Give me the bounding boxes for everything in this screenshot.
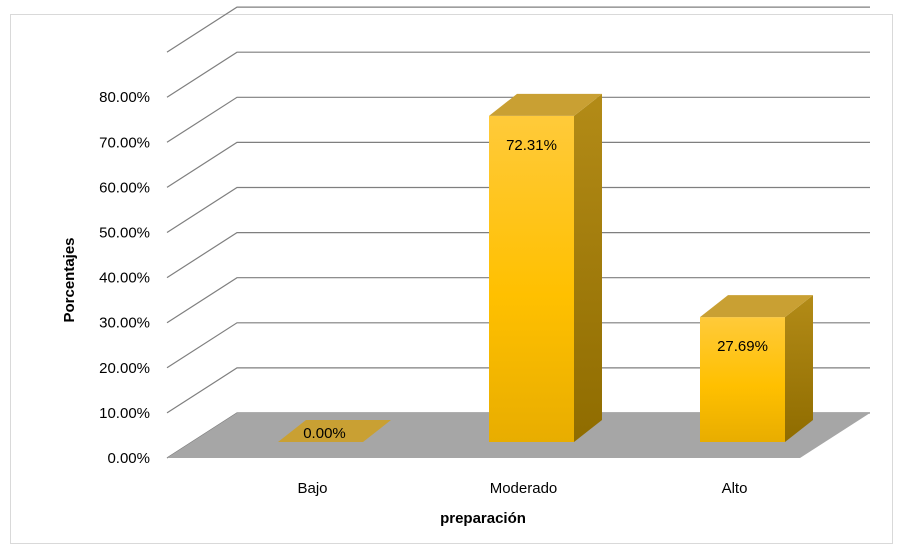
x-category-label: Alto bbox=[722, 480, 748, 497]
y-tick-label: 30.00% bbox=[99, 315, 150, 332]
y-axis-title: Porcentajes bbox=[61, 237, 78, 322]
gridline bbox=[166, 186, 870, 234]
gridline bbox=[166, 51, 870, 98]
y-axis-ticks: 0.00% 10.00% 20.00% 30.00% 40.00% 50.00% 60.00… bbox=[99, 89, 150, 467]
gridline bbox=[166, 232, 870, 279]
y-tick-label: 10.00% bbox=[99, 405, 150, 422]
gridline bbox=[166, 277, 870, 324]
y-tick-label: 70.00% bbox=[99, 134, 150, 151]
data-label: 0.00% bbox=[303, 425, 346, 442]
gridline bbox=[166, 322, 870, 369]
x-axis-categories: Bajo Moderado Alto bbox=[297, 480, 747, 497]
data-label: 27.69% bbox=[717, 338, 768, 355]
gridline bbox=[166, 96, 870, 143]
y-tick-label: 80.00% bbox=[99, 89, 150, 106]
y-tick-label: 60.00% bbox=[99, 179, 150, 196]
bar-moderado-top bbox=[489, 93, 602, 116]
x-category-label: Moderado bbox=[490, 480, 558, 497]
y-tick-label: 40.00% bbox=[99, 270, 150, 287]
gridline bbox=[166, 367, 870, 414]
bars: 0.00% 72.31% 27.69% bbox=[278, 93, 813, 442]
x-axis-title: preparación bbox=[440, 510, 526, 527]
bar-alto-top bbox=[700, 295, 813, 318]
y-tick-label: 20.00% bbox=[99, 360, 150, 377]
bar-bajo-top bbox=[278, 420, 391, 442]
bar-alto-front bbox=[700, 317, 785, 442]
bar-moderado-side bbox=[574, 93, 602, 442]
data-label: 72.31% bbox=[506, 137, 557, 154]
bar-moderado-front bbox=[489, 115, 574, 442]
y-tick-label: 50.00% bbox=[99, 225, 150, 242]
gridline bbox=[166, 6, 870, 53]
x-category-label: Bajo bbox=[297, 480, 327, 497]
y-tick-label: 0.00% bbox=[107, 450, 150, 467]
gridline bbox=[166, 141, 870, 188]
bar-alto-side bbox=[785, 295, 813, 442]
